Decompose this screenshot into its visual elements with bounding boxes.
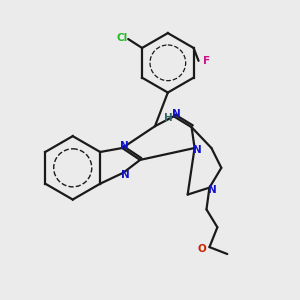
Text: O: O [197, 244, 206, 254]
Text: H: H [164, 113, 173, 123]
Text: N: N [193, 145, 202, 155]
Text: Cl: Cl [117, 33, 128, 43]
Text: N: N [208, 184, 217, 195]
Text: N: N [121, 170, 130, 180]
Text: F: F [203, 56, 210, 66]
Text: N: N [120, 141, 129, 151]
Text: N: N [172, 109, 181, 119]
